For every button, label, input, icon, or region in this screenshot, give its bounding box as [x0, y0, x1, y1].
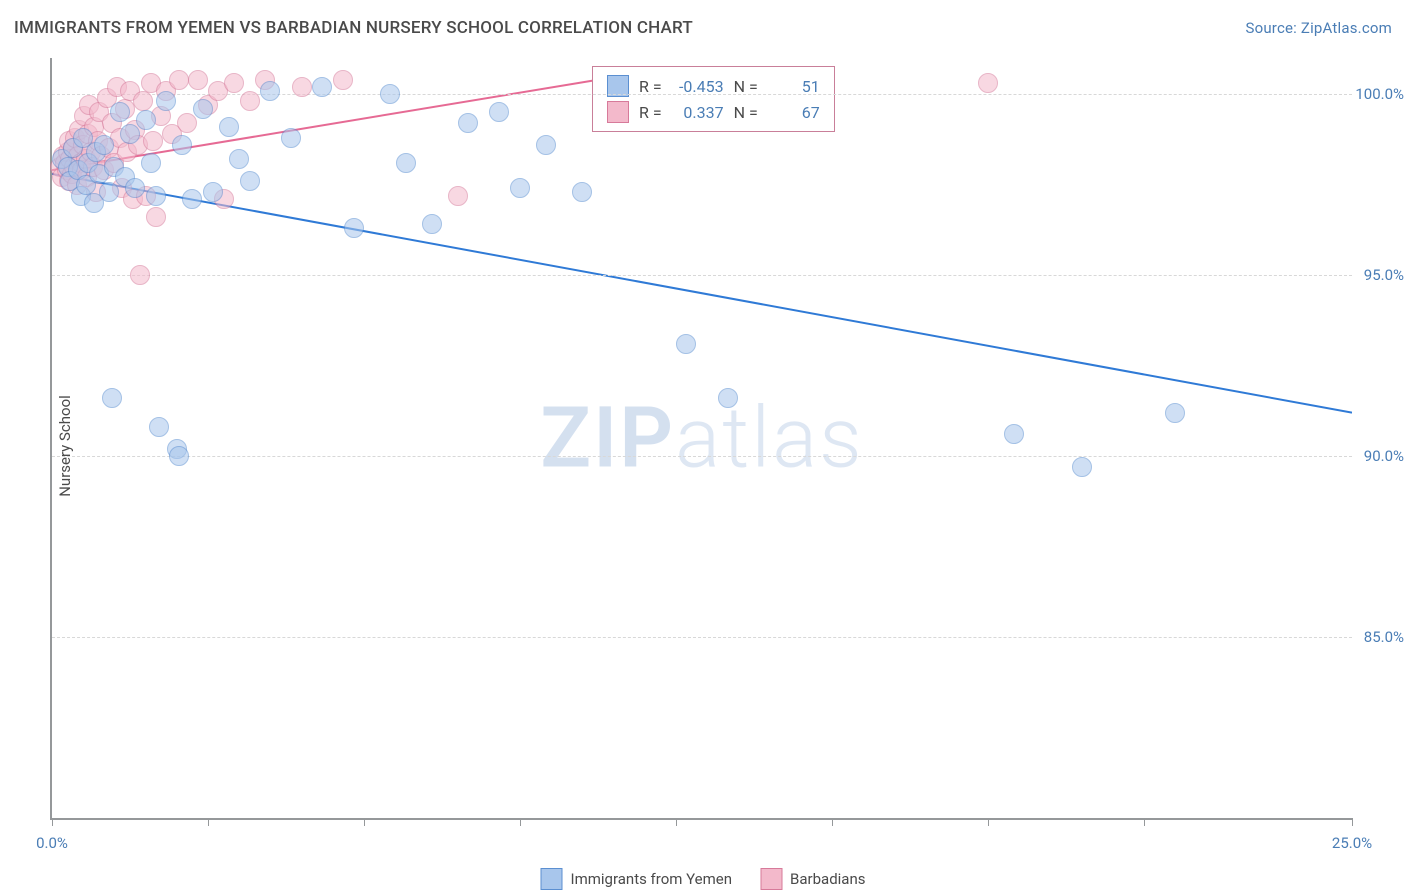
data-point-yemen	[1165, 403, 1185, 423]
watermark-zip: ZIP	[540, 389, 675, 488]
data-point-yemen	[99, 182, 119, 202]
ytick-label: 90.0%	[1364, 447, 1404, 465]
xtick	[1352, 818, 1353, 826]
data-point-yemen	[102, 388, 122, 408]
xtick	[832, 818, 833, 826]
chart-title: IMMIGRANTS FROM YEMEN VS BARBADIAN NURSE…	[14, 18, 693, 38]
data-point-barbadians	[978, 73, 998, 93]
r-label-2: R =	[639, 103, 662, 122]
plot-area: ZIPatlas R = -0.453 N = 51 R = 0.337 N =…	[50, 58, 1352, 820]
legend-item-barbadians: Barbadians	[760, 868, 865, 890]
data-point-yemen	[572, 182, 592, 202]
data-point-yemen	[141, 153, 161, 173]
gridline-h	[52, 456, 1352, 457]
watermark: ZIPatlas	[540, 389, 863, 488]
data-point-yemen	[149, 417, 169, 437]
n-value-yemen: 51	[768, 77, 820, 96]
data-point-yemen	[510, 178, 530, 198]
n-value-barbadians: 67	[768, 103, 820, 122]
data-point-yemen	[136, 110, 156, 130]
data-point-yemen	[1004, 424, 1024, 444]
legend-swatch-yemen	[541, 868, 563, 890]
data-point-barbadians	[133, 91, 153, 111]
data-point-barbadians	[177, 113, 197, 133]
title-bar: IMMIGRANTS FROM YEMEN VS BARBADIAN NURSE…	[14, 18, 1392, 38]
data-point-yemen	[146, 186, 166, 206]
data-point-barbadians	[169, 70, 189, 90]
xtick	[52, 818, 53, 826]
data-point-yemen	[458, 113, 478, 133]
source-link[interactable]: Source: ZipAtlas.com	[1245, 19, 1392, 37]
legend-label-yemen: Immigrants from Yemen	[571, 870, 733, 888]
watermark-atlas: atlas	[675, 389, 864, 488]
xtick-label: 0.0%	[36, 834, 68, 852]
data-point-barbadians	[333, 70, 353, 90]
xtick	[208, 818, 209, 826]
data-point-yemen	[380, 84, 400, 104]
legend-swatch-barbadians	[760, 868, 782, 890]
xtick	[676, 818, 677, 826]
bottom-legend: Immigrants from Yemen Barbadians	[541, 868, 866, 890]
data-point-yemen	[1072, 457, 1092, 477]
data-point-yemen	[240, 171, 260, 191]
data-point-yemen	[182, 189, 202, 209]
ytick-label: 95.0%	[1364, 266, 1404, 284]
gridline-h	[52, 275, 1352, 276]
data-point-yemen	[396, 153, 416, 173]
xtick	[364, 818, 365, 826]
data-point-barbadians	[146, 207, 166, 227]
r-value-barbadians: 0.337	[672, 103, 724, 122]
gridline-h	[52, 637, 1352, 638]
data-point-barbadians	[448, 186, 468, 206]
stats-row-barbadians: R = 0.337 N = 67	[607, 99, 820, 125]
stats-box: R = -0.453 N = 51 R = 0.337 N = 67	[592, 66, 835, 132]
data-point-barbadians	[224, 73, 244, 93]
xtick-label: 25.0%	[1332, 834, 1372, 852]
legend-label-barbadians: Barbadians	[790, 870, 865, 888]
n-label-2: N =	[734, 103, 758, 122]
legend-item-yemen: Immigrants from Yemen	[541, 868, 733, 890]
data-point-barbadians	[292, 77, 312, 97]
data-point-yemen	[489, 102, 509, 122]
data-point-yemen	[676, 334, 696, 354]
data-point-yemen	[110, 102, 130, 122]
xtick	[1144, 818, 1145, 826]
r-label: R =	[639, 77, 662, 96]
r-value-yemen: -0.453	[672, 77, 724, 96]
data-point-yemen	[422, 214, 442, 234]
data-point-yemen	[260, 81, 280, 101]
data-point-barbadians	[130, 265, 150, 285]
data-point-yemen	[156, 91, 176, 111]
data-point-yemen	[718, 388, 738, 408]
data-point-yemen	[312, 77, 332, 97]
data-point-yemen	[229, 149, 249, 169]
xtick	[988, 818, 989, 826]
ytick-label: 100.0%	[1355, 85, 1404, 103]
data-point-yemen	[94, 135, 114, 155]
data-point-yemen	[172, 135, 192, 155]
data-point-yemen	[344, 218, 364, 238]
xtick	[520, 818, 521, 826]
data-point-yemen	[203, 182, 223, 202]
data-point-barbadians	[143, 131, 163, 151]
n-label: N =	[734, 77, 758, 96]
data-point-yemen	[169, 446, 189, 466]
ytick-label: 85.0%	[1364, 628, 1404, 646]
data-point-yemen	[219, 117, 239, 137]
data-point-barbadians	[240, 91, 260, 111]
data-point-yemen	[125, 178, 145, 198]
data-point-barbadians	[188, 70, 208, 90]
data-point-yemen	[193, 99, 213, 119]
data-point-yemen	[281, 128, 301, 148]
data-point-yemen	[120, 124, 140, 144]
swatch-barbadians	[607, 101, 629, 123]
data-point-yemen	[536, 135, 556, 155]
